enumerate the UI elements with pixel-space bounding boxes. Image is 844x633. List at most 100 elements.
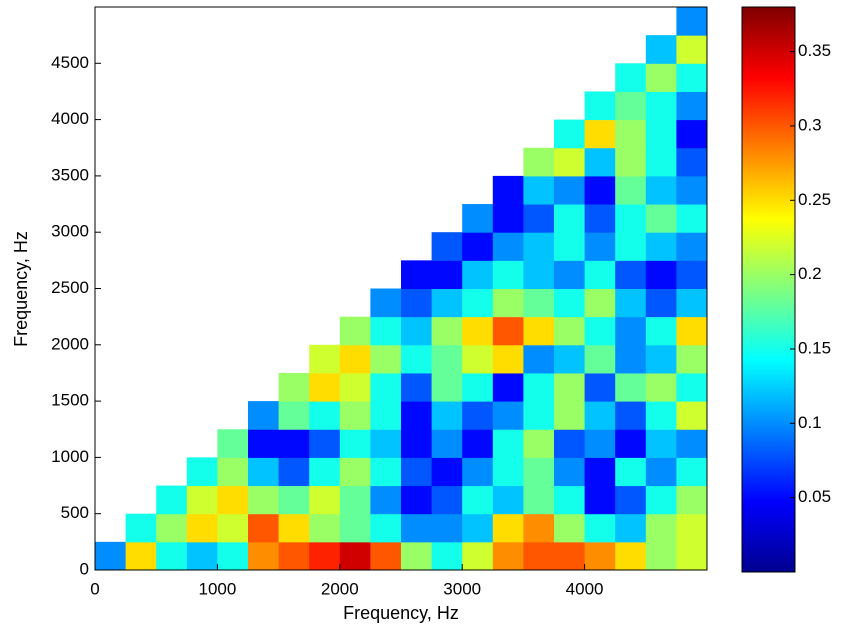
heatmap-cell <box>584 316 616 346</box>
heatmap-cell <box>278 513 310 543</box>
heatmap-cell <box>676 541 708 571</box>
heatmap-cell <box>645 372 677 402</box>
heatmap-cell <box>676 119 708 149</box>
y-tick-label: 4000 <box>51 109 89 128</box>
y-tick-label: 2500 <box>51 278 89 297</box>
heatmap-cell <box>401 429 433 458</box>
y-tick-label: 4500 <box>51 53 89 72</box>
heatmap-cell <box>401 288 433 318</box>
heatmap-cell <box>523 457 555 487</box>
heatmap-cell <box>401 260 433 289</box>
heatmap-cell <box>492 288 524 318</box>
heatmap-cell <box>584 513 616 543</box>
heatmap-cell <box>278 457 310 487</box>
heatmap-cell <box>401 513 433 543</box>
heatmap-cell <box>554 260 586 289</box>
heatmap-cell <box>584 91 616 121</box>
heatmap-cell <box>492 175 524 205</box>
heatmap-cell <box>462 429 494 458</box>
y-tick-label: 0 <box>80 559 89 578</box>
heatmap-cell <box>462 485 494 515</box>
heatmap-cell <box>431 260 463 289</box>
heatmap-cell <box>676 91 708 121</box>
heatmap-cell <box>339 429 371 458</box>
heatmap-cell <box>523 513 555 543</box>
heatmap-cell <box>431 541 463 571</box>
colorbar-tick-label: 0.25 <box>798 190 831 209</box>
heatmap-cell <box>676 457 708 487</box>
heatmap-cell <box>186 485 218 515</box>
heatmap-cell <box>615 175 647 205</box>
heatmap-cell <box>523 344 555 374</box>
heatmap-cell <box>186 457 218 487</box>
heatmap-cell <box>186 541 218 571</box>
heatmap-cell <box>370 541 402 571</box>
x-tick-label: 3000 <box>443 579 481 598</box>
heatmap-cell <box>309 457 341 487</box>
heatmap-cell <box>645 260 677 289</box>
heatmap-cell <box>217 429 249 458</box>
heatmap-cell <box>523 429 555 458</box>
heatmap-cell <box>462 372 494 402</box>
heatmap-cell <box>584 372 616 402</box>
heatmap-cell <box>278 401 310 430</box>
heatmap-cell <box>645 457 677 487</box>
heatmap-cell <box>125 513 157 543</box>
heatmap-cell <box>492 457 524 487</box>
heatmap-cell <box>645 91 677 121</box>
heatmap-cell <box>462 316 494 346</box>
heatmap-cell <box>645 63 677 92</box>
heatmap-cell <box>584 147 616 177</box>
heatmap-cell <box>615 485 647 515</box>
heatmap-cell <box>584 541 616 571</box>
heatmap-cell <box>492 513 524 543</box>
x-tick-label: 1000 <box>198 579 236 598</box>
heatmap-cell <box>370 372 402 402</box>
heatmap-cell <box>248 513 280 543</box>
heatmap-cell <box>492 232 524 261</box>
heatmap-cell <box>645 288 677 318</box>
heatmap-cell <box>584 485 616 515</box>
colorbar-tick-label: 0.05 <box>798 487 831 506</box>
colorbar-tick-label: 0.2 <box>798 264 822 283</box>
heatmap-cell <box>676 316 708 346</box>
heatmap-cell <box>554 175 586 205</box>
colorbar-tick-label: 0.15 <box>798 338 831 357</box>
heatmap-cell <box>431 457 463 487</box>
heatmap-cell <box>248 485 280 515</box>
heatmap-cell <box>554 513 586 543</box>
heatmap-cell <box>523 147 555 177</box>
heatmap-cell <box>339 541 371 571</box>
colorbar <box>741 6 796 573</box>
heatmap-cell <box>554 147 586 177</box>
heatmap-cell <box>676 513 708 543</box>
heatmap-cell <box>523 485 555 515</box>
heatmap-cells <box>95 7 708 571</box>
y-axis-label: Frequency, Hz <box>11 231 31 347</box>
heatmap-cell <box>401 457 433 487</box>
heatmap-cell <box>676 232 708 261</box>
heatmap-cell <box>401 541 433 571</box>
colorbar-tick-label: 0.35 <box>798 41 831 60</box>
y-tick-label: 3500 <box>51 165 89 184</box>
heatmap-cell <box>523 541 555 571</box>
heatmap-cell <box>431 372 463 402</box>
heatmap-cell <box>615 119 647 149</box>
heatmap-cell <box>462 204 494 233</box>
heatmap-cell <box>554 119 586 149</box>
heatmap-cell <box>309 344 341 374</box>
heatmap-cell <box>339 457 371 487</box>
heatmap-cell <box>248 401 280 430</box>
heatmap-cell <box>615 401 647 430</box>
heatmap-cell <box>645 232 677 261</box>
heatmap-cell <box>339 513 371 543</box>
heatmap-cell <box>339 372 371 402</box>
heatmap-cell <box>523 175 555 205</box>
heatmap-cell <box>370 401 402 430</box>
heatmap-cell <box>676 7 708 36</box>
colorbar-tick-label: 0.1 <box>798 413 822 432</box>
heatmap-cell <box>554 372 586 402</box>
heatmap-cell <box>584 401 616 430</box>
heatmap-cell <box>431 429 463 458</box>
